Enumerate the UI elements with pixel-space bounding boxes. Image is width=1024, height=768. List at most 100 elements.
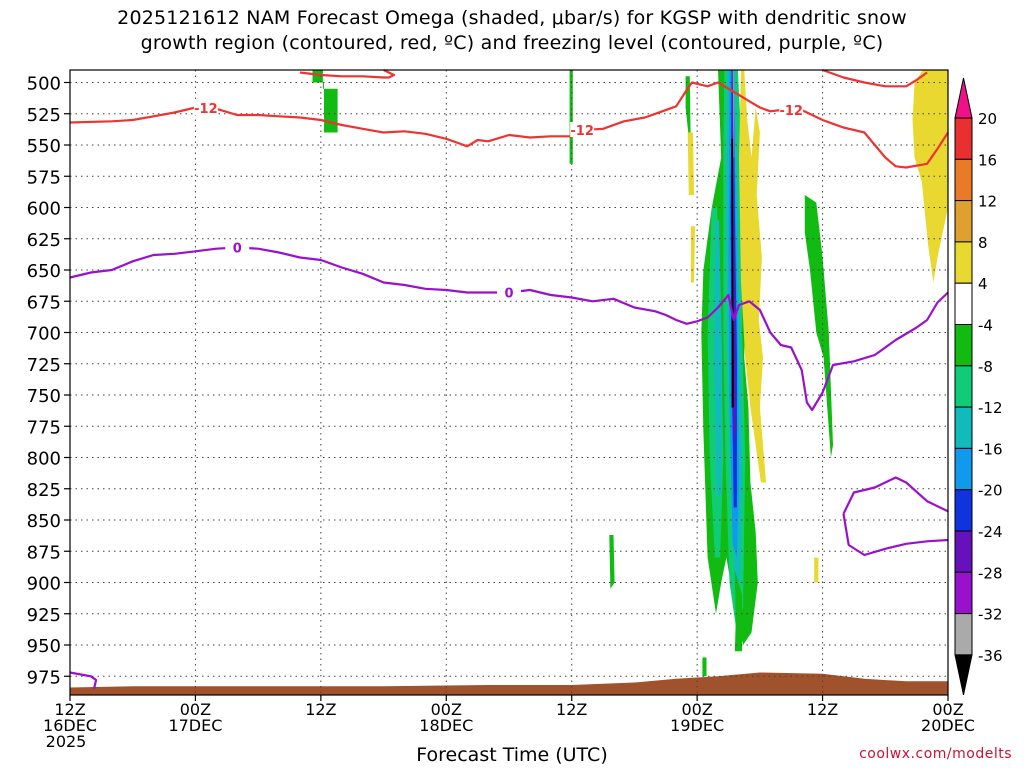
omega-region-green xyxy=(804,195,833,458)
colorbar-level-label: -32 xyxy=(978,606,1003,624)
colorbar-level-label: -12 xyxy=(978,399,1003,417)
colorbar-level-label: -8 xyxy=(978,358,993,376)
colorbar-level-label: 12 xyxy=(978,193,997,211)
freezing-contour-label: 0 xyxy=(504,287,513,302)
colorbar-swatch xyxy=(954,447,973,491)
colorbar-level-label: -24 xyxy=(978,523,1003,541)
omega-region-green xyxy=(312,70,338,133)
colorbar-level-label: 8 xyxy=(978,234,988,252)
colorbar-swatch xyxy=(954,613,973,656)
contour-layer: -12 -12 -12 0 0 xyxy=(69,68,949,690)
colorbar-swatch xyxy=(954,241,973,284)
y-tick-label-850: 850 xyxy=(27,511,61,532)
freezing-contour-0 xyxy=(69,246,949,412)
y-tick-label-625: 625 xyxy=(27,230,61,251)
colorbar-swatch xyxy=(954,200,973,243)
plot-frame xyxy=(69,69,949,696)
omega-region-yellow xyxy=(912,70,948,283)
y-tick-label-650: 650 xyxy=(27,261,61,282)
colorbar-swatch xyxy=(954,117,973,160)
y-tick-label-750: 750 xyxy=(27,386,61,407)
y-tick-label-775: 775 xyxy=(27,417,61,438)
omega-region-green xyxy=(609,535,615,589)
colorbar-swatch xyxy=(954,530,973,573)
y-tick-label-875: 875 xyxy=(27,542,61,563)
dgz-contour-right xyxy=(822,68,928,88)
colorbar-swatch xyxy=(954,489,973,532)
colorbar-layer: 20 16 12 8 4 -4 -8 -12 -16 -20 -24 -28 -32 -36 xyxy=(954,77,1003,696)
colorbar-swatch xyxy=(954,571,973,615)
credit-link[interactable]: coolwx.com/modelts xyxy=(859,746,1012,762)
x-tick-label-line2: 18DEC xyxy=(419,716,473,735)
colorbar-swatch-bottom xyxy=(954,654,973,696)
y-tick-label-950: 950 xyxy=(27,636,61,657)
dgz-contour-top xyxy=(299,69,396,79)
y-tick-label-550: 550 xyxy=(27,136,61,157)
colorbar-swatch xyxy=(954,324,973,367)
colorbar-level-label: 4 xyxy=(978,275,988,293)
x-tick-label-line2: 19DEC xyxy=(670,716,724,735)
omega-region-yellow xyxy=(814,557,819,583)
y-tick-label-675: 675 xyxy=(27,292,61,313)
freezing-contour-lower xyxy=(842,476,949,515)
dgz-contour-label-bg xyxy=(779,102,804,117)
terrain-ground xyxy=(70,672,948,695)
omega-region-yellow xyxy=(687,132,694,195)
freezing-contour-lower-2 xyxy=(842,513,949,557)
dgz-contour-label: -12 xyxy=(570,124,594,139)
colorbar-level-label: -36 xyxy=(978,647,1003,665)
axes-layer: 500 525 550 575 600 625 650 675 700 725 750 775 800 8… xyxy=(27,69,975,751)
x-tick-label-line1: 00Z xyxy=(180,700,211,719)
colorbar-swatch xyxy=(954,406,973,449)
colorbar-swatch xyxy=(954,282,973,326)
colorbar-swatch-top xyxy=(954,77,973,119)
y-tick-label-700: 700 xyxy=(27,324,61,345)
dgz-contour-label-bg xyxy=(570,122,595,137)
x-tick-label-line2: 16DEC xyxy=(43,716,97,735)
omega-region-green xyxy=(569,70,573,164)
x-tick-label-line1: 00Z xyxy=(431,700,462,719)
y-tick-label-525: 525 xyxy=(27,105,61,126)
colorbar-level-label: -28 xyxy=(978,564,1003,582)
x-tick-label-line1: 12Z xyxy=(54,700,85,719)
freezing-contour-label-bg xyxy=(497,284,521,300)
dgz-contour-label: -12 xyxy=(779,104,803,119)
freezing-contour-label: 0 xyxy=(233,242,242,257)
x-tick-label-line1: 00Z xyxy=(681,700,712,719)
colorbar-level-label: -20 xyxy=(978,482,1003,500)
colorbar-swatch xyxy=(954,158,973,202)
y-tick-label-725: 725 xyxy=(27,355,61,376)
omega-shading-layer xyxy=(312,70,948,677)
y-tick-label-575: 575 xyxy=(27,167,61,188)
chart-title-line1: 2025121612 NAM Forecast Omega (shaded, μ… xyxy=(117,7,907,29)
x-tick-label-line2: 17DEC xyxy=(168,716,222,735)
y-tick-label-500: 500 xyxy=(27,74,61,95)
dgz-contour-label-bg xyxy=(193,100,218,116)
y-tick-label-900: 900 xyxy=(27,574,61,595)
y-tick-label-600: 600 xyxy=(27,199,61,220)
colorbar-swatch xyxy=(954,365,973,408)
omega-region-yellow xyxy=(739,70,767,483)
y-tick-label-925: 925 xyxy=(27,605,61,626)
dgz-contour-label: -12 xyxy=(194,102,218,117)
x-tick-label-line3: 2025 xyxy=(46,732,87,751)
x-tick-label-line1: 00Z xyxy=(932,700,963,719)
colorbar-level-label: -4 xyxy=(978,317,993,335)
colorbar-level-label: 20 xyxy=(978,110,997,128)
colorbar-level-label: -16 xyxy=(978,440,1003,458)
dgz-contour-minus12 xyxy=(69,81,949,169)
freezing-contour-label-bg xyxy=(225,239,250,255)
x-tick-label-line1: 12Z xyxy=(305,700,336,719)
grid-layer xyxy=(69,70,949,695)
x-tick-label-line1: 12Z xyxy=(807,700,838,719)
omega-region-green xyxy=(734,570,743,652)
y-tick-label-800: 800 xyxy=(27,449,61,470)
colorbar-level-label: 16 xyxy=(978,151,997,169)
x-tick-label-line2: 20DEC xyxy=(921,716,975,735)
chart-title-line2: growth region (contoured, red, ºC) and f… xyxy=(140,32,884,54)
omega-region-green xyxy=(702,657,707,677)
y-tick-label-975: 975 xyxy=(27,667,61,688)
x-tick-label-line1: 12Z xyxy=(556,700,587,719)
ground-layer xyxy=(70,672,948,695)
